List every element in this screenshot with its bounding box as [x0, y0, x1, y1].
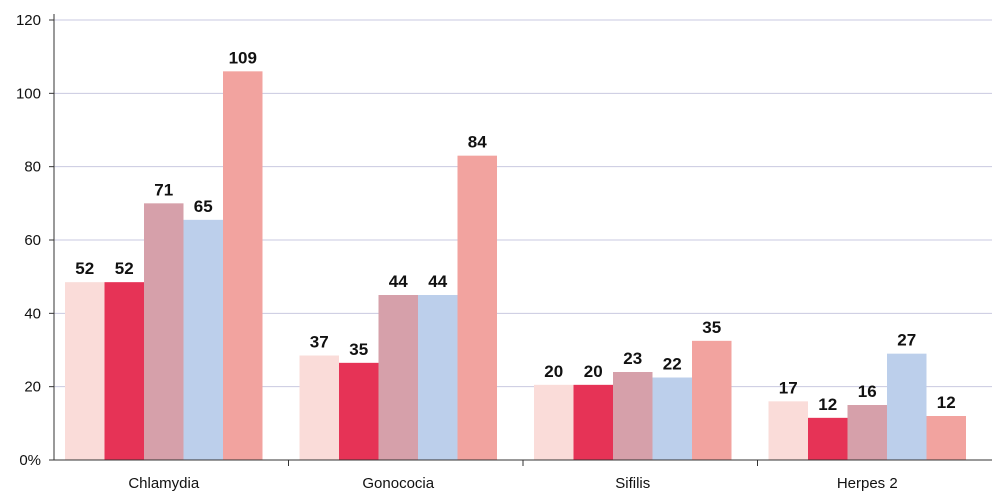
x-category-label: Sifilis — [615, 475, 650, 492]
data-label: 37 — [310, 333, 329, 352]
y-tick-label: 40 — [24, 305, 41, 322]
bar — [768, 401, 808, 460]
data-label: 17 — [779, 378, 798, 397]
data-label: 12 — [818, 395, 837, 414]
y-tick-label: 100 — [16, 85, 41, 102]
data-label: 27 — [897, 331, 916, 350]
data-label: 52 — [115, 259, 134, 278]
data-label: 65 — [194, 197, 213, 216]
bar — [144, 203, 184, 461]
data-label: 44 — [389, 272, 408, 291]
bar — [457, 155, 497, 460]
bar — [692, 340, 732, 460]
y-tick-label: 0% — [19, 452, 41, 469]
bar — [573, 384, 613, 460]
bar — [652, 377, 692, 460]
x-category-label: Gonococia — [362, 475, 434, 492]
data-label: 44 — [428, 272, 447, 291]
bar — [613, 372, 653, 460]
data-label: 84 — [468, 133, 487, 152]
y-tick-label: 80 — [24, 159, 41, 176]
data-label: 35 — [349, 340, 368, 359]
y-tick-label: 20 — [24, 379, 41, 396]
y-tick-label: 120 — [16, 12, 41, 29]
bar — [299, 355, 339, 460]
data-label: 20 — [544, 362, 563, 381]
data-label: 23 — [623, 349, 642, 368]
data-label: 35 — [702, 318, 721, 337]
bar — [65, 282, 105, 460]
data-label: 109 — [229, 48, 257, 67]
data-label: 12 — [937, 393, 956, 412]
bar — [104, 282, 144, 460]
bar — [418, 295, 458, 460]
labels: 0% 20 40 60 80 100 120 52 52 71 65 109 Chlamydia 37 35… — [16, 12, 956, 492]
bar — [926, 416, 966, 460]
axes — [49, 14, 992, 466]
data-label: 52 — [75, 259, 94, 278]
bar — [534, 384, 574, 460]
bar — [887, 353, 927, 460]
data-label: 71 — [154, 180, 173, 199]
bar — [223, 71, 263, 460]
data-label: 20 — [584, 362, 603, 381]
data-label: 16 — [858, 382, 877, 401]
bar — [339, 362, 379, 460]
bar — [847, 405, 887, 460]
x-category-label: Chlamydia — [128, 475, 200, 492]
bar — [378, 295, 418, 460]
bar — [808, 417, 848, 460]
data-label: 22 — [663, 355, 682, 374]
bar — [183, 219, 223, 460]
y-tick-label: 60 — [24, 232, 41, 249]
bars — [65, 71, 966, 461]
x-category-label: Herpes 2 — [837, 475, 898, 492]
